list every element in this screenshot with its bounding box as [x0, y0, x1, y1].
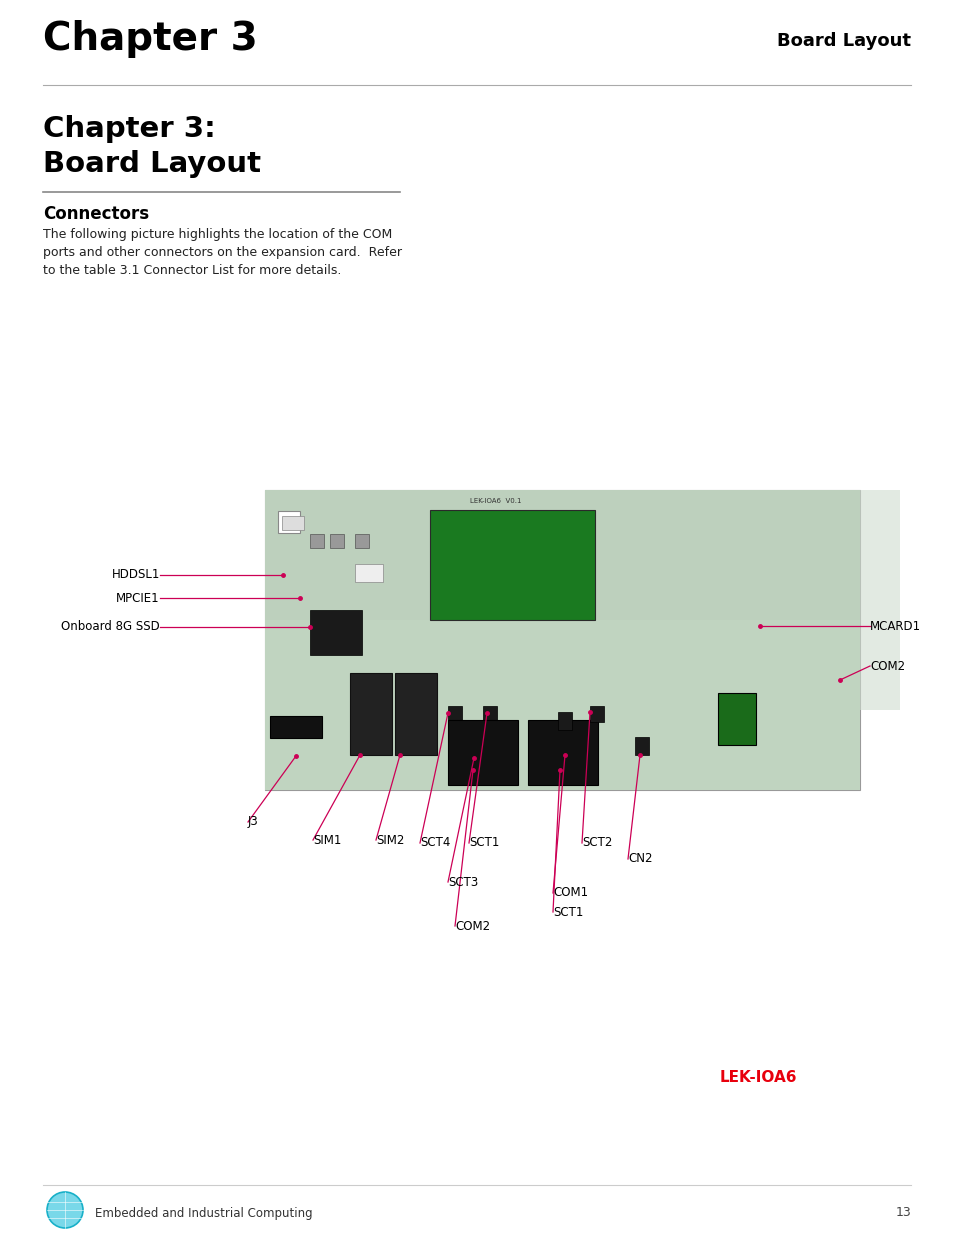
Text: SCT1: SCT1 — [553, 905, 583, 919]
Text: HDDSL1: HDDSL1 — [112, 568, 160, 582]
Bar — [718, 693, 755, 745]
Bar — [448, 706, 461, 722]
Text: SIM1: SIM1 — [313, 834, 341, 846]
Bar — [355, 534, 369, 548]
Text: SCT4: SCT4 — [419, 836, 450, 850]
Bar — [265, 620, 859, 790]
Bar — [589, 706, 603, 722]
Bar — [310, 534, 324, 548]
Text: Connectors: Connectors — [43, 205, 149, 224]
Text: SCT3: SCT3 — [448, 876, 477, 888]
Bar — [277, 511, 299, 534]
Text: LEK-IOA6: LEK-IOA6 — [720, 1070, 797, 1086]
Bar — [709, 490, 899, 710]
Bar — [395, 673, 436, 755]
Bar — [635, 737, 648, 755]
Text: COM2: COM2 — [455, 920, 490, 932]
Bar — [330, 534, 344, 548]
Text: Board Layout: Board Layout — [43, 149, 261, 178]
Bar — [430, 510, 595, 620]
Bar — [355, 564, 382, 582]
Text: LEK-IOA6  V0.1: LEK-IOA6 V0.1 — [470, 498, 521, 504]
Bar — [265, 490, 859, 620]
Bar — [482, 706, 497, 722]
Circle shape — [47, 1192, 83, 1228]
Text: Chapter 3:: Chapter 3: — [43, 115, 215, 143]
Bar — [270, 716, 322, 739]
Text: Board Layout: Board Layout — [776, 32, 910, 49]
Bar — [527, 720, 598, 785]
Text: 13: 13 — [894, 1207, 910, 1219]
Text: The following picture highlights the location of the COM
ports and other connect: The following picture highlights the loc… — [43, 228, 401, 277]
Text: SIM2: SIM2 — [375, 834, 404, 846]
Text: Onboard 8G SSD: Onboard 8G SSD — [61, 620, 160, 634]
Text: SCT2: SCT2 — [581, 836, 612, 850]
Bar — [265, 490, 859, 790]
Text: MPCIE1: MPCIE1 — [116, 592, 160, 604]
Text: COM1: COM1 — [553, 887, 587, 899]
Text: Chapter 3: Chapter 3 — [43, 20, 257, 58]
Bar — [558, 713, 572, 730]
Text: J3: J3 — [248, 815, 258, 829]
Text: SCT1: SCT1 — [469, 836, 498, 850]
Text: MCARD1: MCARD1 — [869, 620, 921, 632]
Bar — [310, 610, 361, 655]
Text: CN2: CN2 — [627, 852, 652, 866]
Bar — [282, 516, 304, 530]
Bar — [448, 720, 517, 785]
Text: COM2: COM2 — [869, 659, 904, 673]
Bar — [350, 673, 392, 755]
Text: Embedded and Industrial Computing: Embedded and Industrial Computing — [95, 1207, 313, 1219]
